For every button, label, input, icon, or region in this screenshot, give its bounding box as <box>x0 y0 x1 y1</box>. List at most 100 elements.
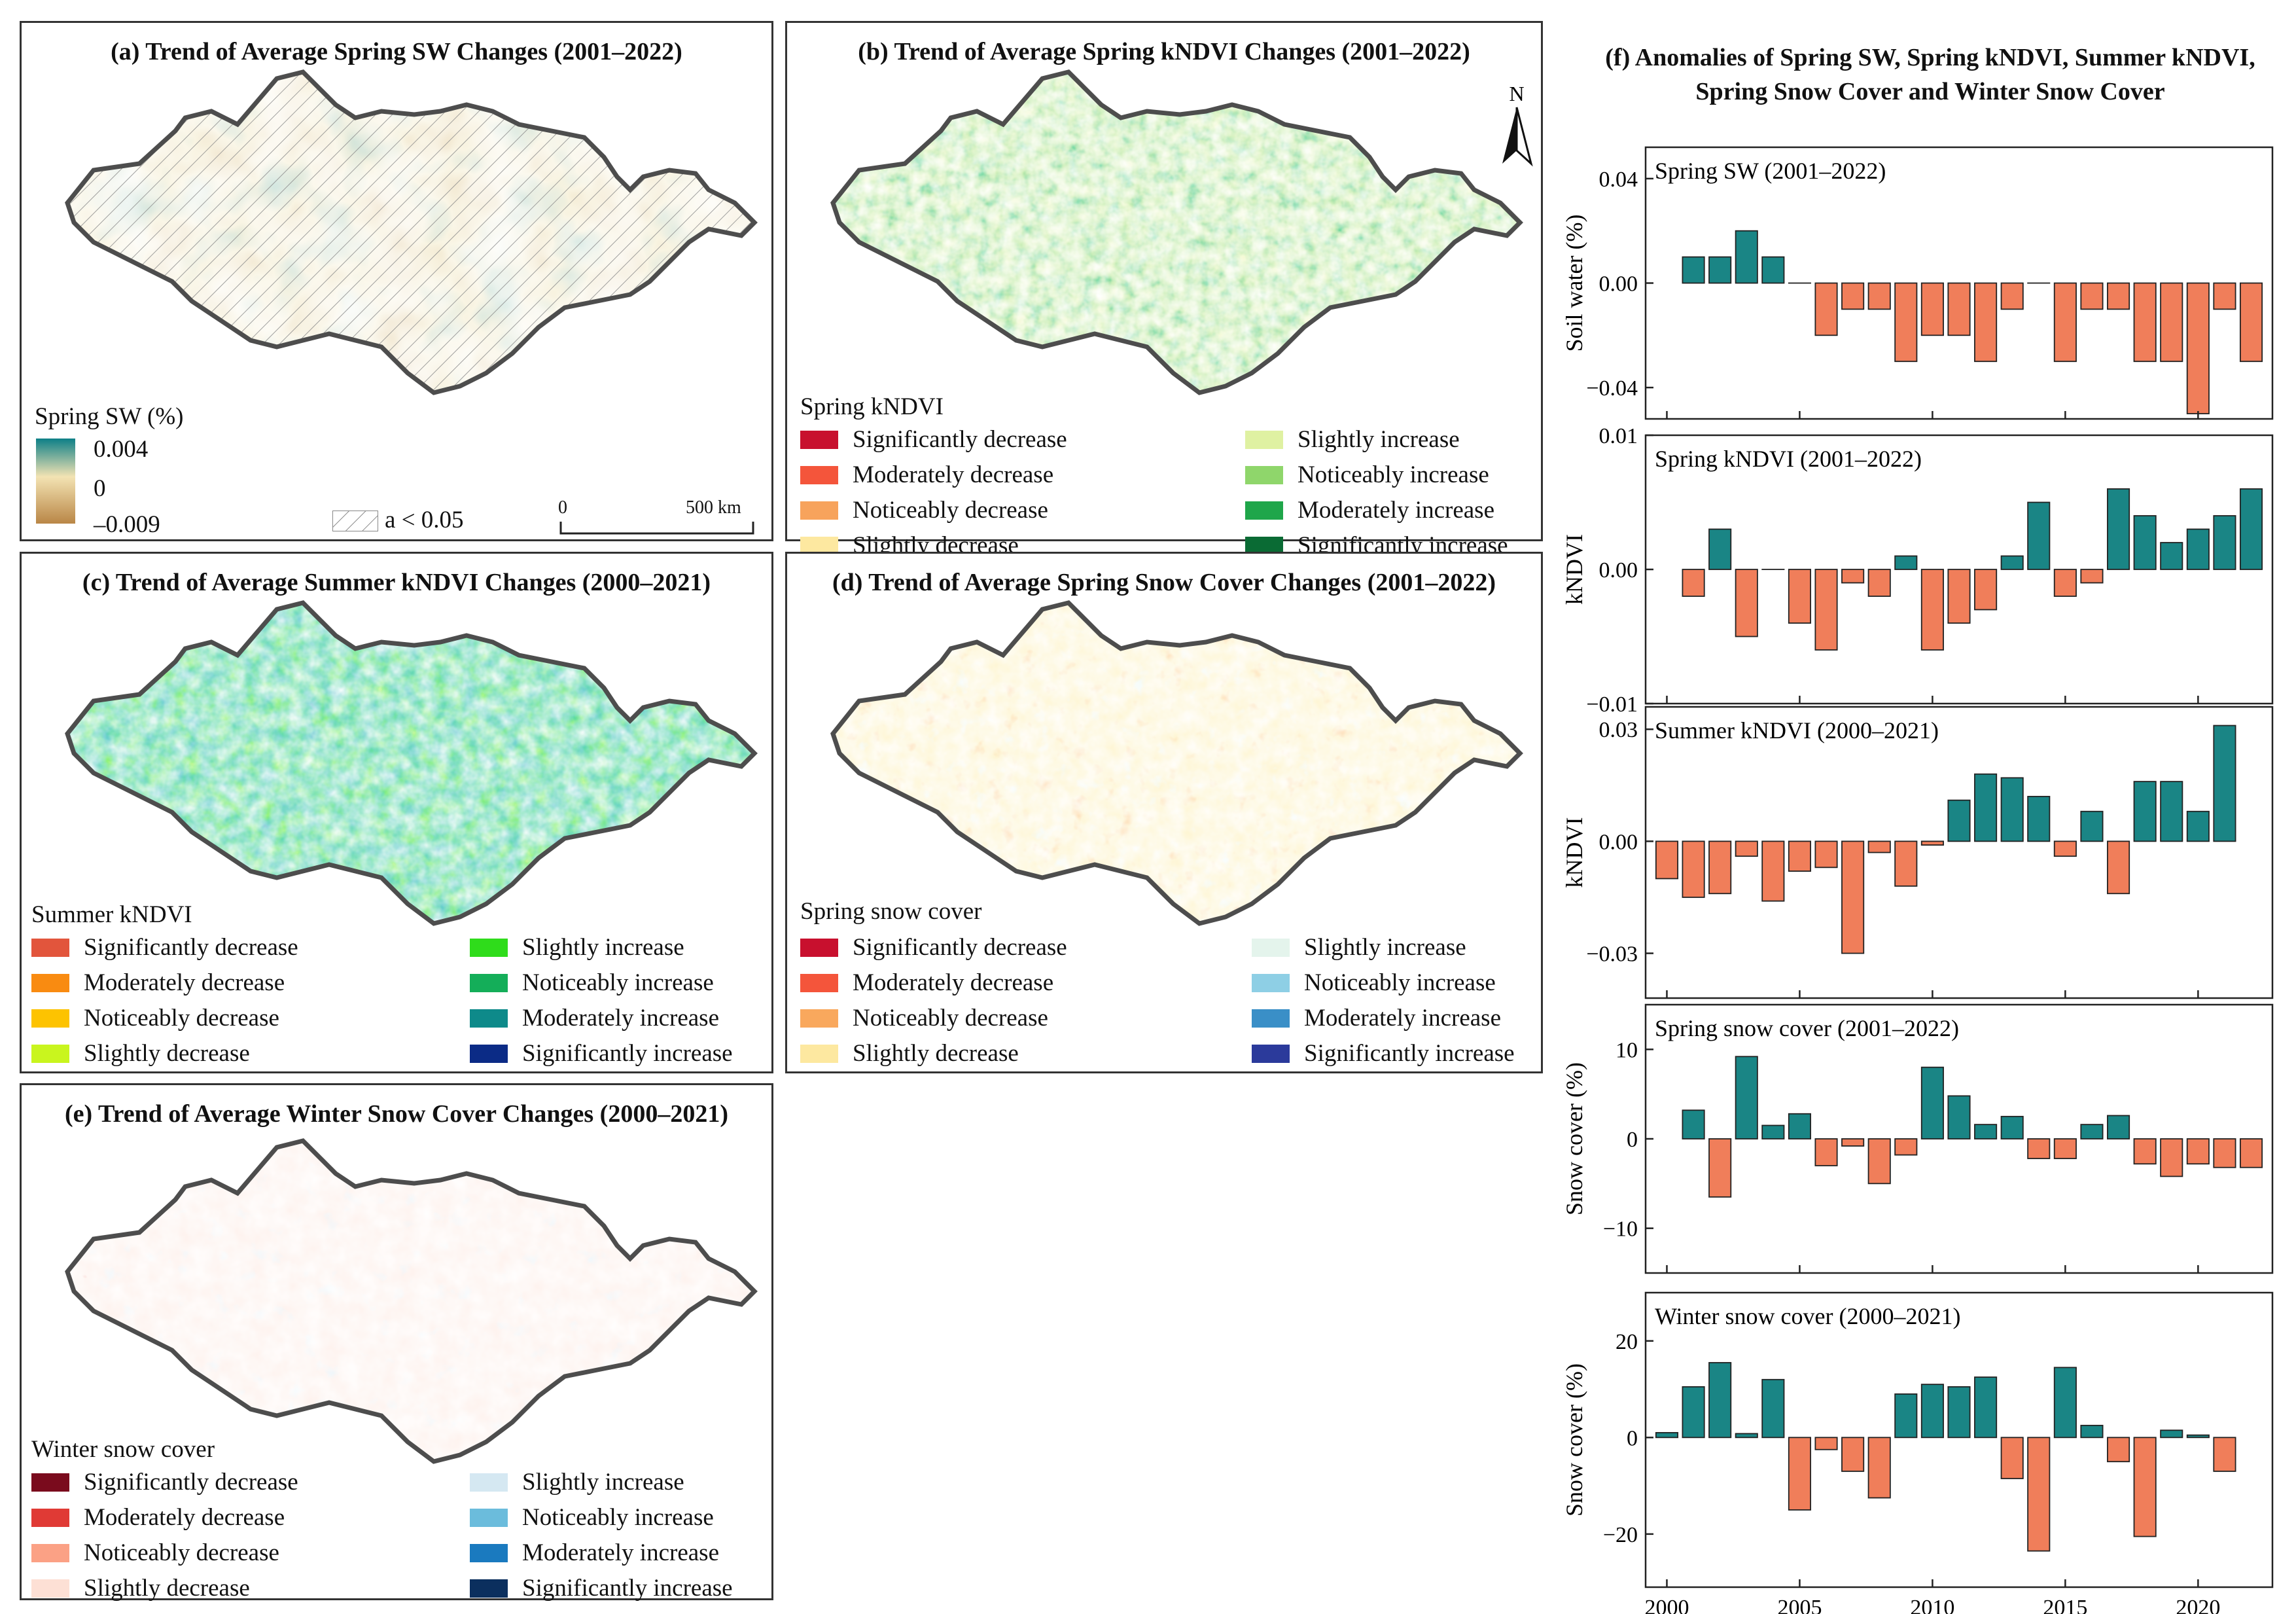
bar <box>2133 515 2157 570</box>
legend-b-label: Noticeably decrease <box>853 497 1048 524</box>
bar <box>1867 1437 1891 1499</box>
legend-c-item: Noticeably decrease <box>31 1004 279 1032</box>
panel-e: (e) Trend of Average Winter Snow Cover C… <box>20 1083 773 1602</box>
panel-e-title: (e) Trend of Average Winter Snow Cover C… <box>65 1100 728 1128</box>
y-axis-label: Soil water (%) <box>1561 215 1587 352</box>
legend-d-label: Slightly decrease <box>853 1040 1019 1067</box>
bar <box>2186 1138 2210 1165</box>
bar <box>1974 282 1998 363</box>
bar <box>2213 282 2236 310</box>
legend-b-label: Noticeably increase <box>1298 461 1489 488</box>
hatch-swatch <box>332 511 378 531</box>
bar <box>1761 256 1785 284</box>
bar <box>1974 1124 1998 1139</box>
legend-b-item: Slightly increase <box>1245 425 1460 454</box>
legend-b-title: Spring kNDVI <box>800 393 944 420</box>
bar <box>1735 230 1758 284</box>
legend-c-item: Moderately decrease <box>31 969 285 997</box>
x-tick-label: 2020 <box>2176 1596 2220 1614</box>
bar <box>1708 1362 1732 1439</box>
legend-e-item: Slightly increase <box>470 1468 684 1496</box>
bar <box>1788 569 1811 624</box>
legend-c-item: Significantly decrease <box>31 933 298 961</box>
bar <box>1655 1432 1679 1439</box>
legend-c-label: Significantly increase <box>522 1040 733 1067</box>
legend-e-swatch <box>31 1579 69 1598</box>
legend-d-label: Noticeably increase <box>1304 969 1496 996</box>
bar <box>1841 840 1865 954</box>
bar <box>1894 1138 1918 1156</box>
map-spring-kndvi <box>807 65 1527 406</box>
chart-title: Spring SW (2001–2022) <box>1655 158 1886 184</box>
legend-b-label: Moderately increase <box>1298 497 1494 524</box>
y-tick-label: −20 <box>1603 1523 1638 1547</box>
bar <box>2027 1138 2051 1159</box>
legend-e-title: Winter snow cover <box>31 1436 215 1463</box>
legend-b-label: Significantly decrease <box>853 426 1067 453</box>
legend-c-label: Moderately increase <box>522 1005 719 1031</box>
legend-e-swatch <box>470 1508 508 1527</box>
legend-b-item: Moderately increase <box>1245 496 1494 524</box>
bar <box>2107 488 2130 570</box>
legend-c-label: Slightly increase <box>522 934 684 961</box>
legend-e-swatch <box>31 1473 69 1492</box>
legend-c-swatch <box>470 938 508 957</box>
legend-d-label: Significantly increase <box>1304 1040 1515 1067</box>
legend-c-swatch <box>470 973 508 992</box>
bar <box>1947 569 1971 624</box>
bar <box>1814 1138 1838 1166</box>
legend-c-item: Slightly decrease <box>31 1039 250 1067</box>
bar <box>2213 725 2236 842</box>
legend-e-label: Moderately decrease <box>84 1504 285 1531</box>
legend-c-swatch <box>31 1009 69 1028</box>
legend-d-item: Moderately increase <box>1252 1004 1501 1032</box>
legend-b-swatch <box>1245 465 1283 484</box>
bar <box>1682 569 1705 597</box>
bar <box>1947 282 1971 336</box>
bar <box>2239 1138 2263 1168</box>
legend-e-item: Moderately decrease <box>31 1503 285 1532</box>
legend-b-item: Moderately decrease <box>800 461 1053 489</box>
bar <box>2080 569 2104 584</box>
x-tick-label: 2000 <box>1644 1596 1689 1614</box>
chart-title: Spring snow cover (2001–2022) <box>1655 1015 1959 1041</box>
bar <box>2080 810 2104 842</box>
legend-e-item: Noticeably decrease <box>31 1539 279 1567</box>
legend-c-label: Slightly decrease <box>84 1040 250 1067</box>
legend-a-tick-zero: 0 <box>94 475 106 502</box>
legend-d-item: Noticeably increase <box>1252 969 1496 997</box>
y-axis-label: Snow cover (%) <box>1561 1062 1587 1215</box>
bar <box>1920 569 1944 651</box>
legend-b-swatch <box>800 465 838 484</box>
bar <box>2000 282 2024 310</box>
y-tick-label: 0.00 <box>1599 272 1638 296</box>
map-winter-snow <box>41 1134 761 1475</box>
bar <box>1841 1437 1865 1472</box>
panel-a: (a) Trend of Average Spring SW Changes (… <box>20 21 773 541</box>
legend-c-item: Noticeably increase <box>470 969 714 997</box>
bar <box>1735 840 1758 857</box>
legend-b-swatch <box>1245 430 1283 449</box>
legend-c-swatch <box>31 973 69 992</box>
legend-e-swatch <box>470 1579 508 1598</box>
bar <box>2160 1429 2183 1439</box>
chart-title: Winter snow cover (2000–2021) <box>1655 1303 1960 1329</box>
bar <box>2027 796 2051 842</box>
legend-e-item: Noticeably increase <box>470 1503 714 1532</box>
bar <box>1947 1095 1971 1139</box>
bar <box>2107 1115 2130 1139</box>
legend-e-label: Slightly increase <box>522 1469 684 1496</box>
bar <box>1682 1109 1705 1139</box>
bar <box>2107 1437 2130 1463</box>
panel-b: (b) Trend of Average Spring kNDVI Change… <box>785 21 1543 559</box>
bar <box>1841 282 1865 310</box>
y-tick-label: 0.03 <box>1599 718 1638 742</box>
hatch-label: a < 0.05 <box>385 507 464 533</box>
x-tick-label: 2005 <box>1777 1596 1822 1614</box>
legend-d-swatch <box>800 938 838 957</box>
y-axis-label: kNDVI <box>1561 817 1587 888</box>
legend-d-item: Significantly decrease <box>800 933 1067 961</box>
bar <box>2000 1437 2024 1479</box>
bar <box>2213 1138 2236 1168</box>
bar <box>2160 542 2183 570</box>
